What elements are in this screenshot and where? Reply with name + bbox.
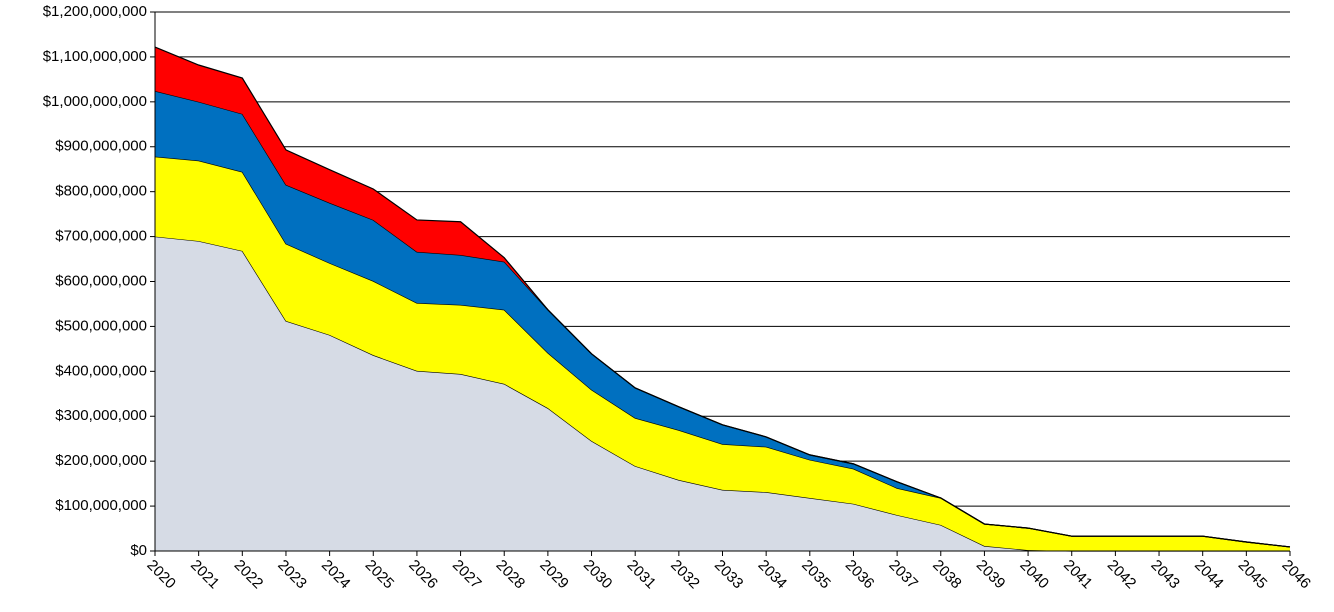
x-tick-label: 2037 — [885, 557, 921, 593]
area — [155, 236, 1290, 552]
x-tick-label: 2028 — [493, 557, 529, 593]
x-tick-label: 2025 — [362, 557, 398, 593]
y-tick-label: $100,000,000 — [55, 497, 147, 514]
x-tick-label: 2023 — [274, 557, 310, 593]
y-tick-label: $1,200,000,000 — [43, 3, 147, 20]
x-tick-label: 2021 — [187, 557, 223, 593]
y-tick-label: $0 — [130, 542, 147, 559]
area-outline — [154, 46, 1291, 548]
x-tick-label: 2040 — [1016, 557, 1052, 593]
x-tick-label: 2038 — [929, 557, 965, 593]
y-tick-label: $700,000,000 — [55, 228, 147, 245]
y-tick-label: $1,000,000,000 — [43, 93, 147, 110]
x-tick-label: 2033 — [711, 557, 747, 593]
x-tick-label: 2034 — [755, 557, 791, 593]
x-tick-label: 2039 — [973, 557, 1009, 593]
y-tick-label: $800,000,000 — [55, 183, 147, 200]
x-tick-label: 2027 — [449, 557, 485, 593]
area — [155, 156, 1290, 552]
y-tick-label: $1,100,000,000 — [43, 48, 147, 65]
y-tick-label: $900,000,000 — [55, 138, 147, 155]
x-tick-label: 2030 — [580, 557, 616, 593]
y-tick-label: $300,000,000 — [55, 407, 147, 424]
x-tick-label: 2042 — [1104, 557, 1140, 593]
x-tick-label: 2043 — [1147, 557, 1183, 593]
y-tick-label: $600,000,000 — [55, 272, 147, 289]
x-tick-label: 2020 — [143, 557, 179, 593]
x-tick-label: 2046 — [1278, 557, 1314, 593]
x-tick-label: 2044 — [1191, 557, 1227, 593]
x-tick-label: 2032 — [667, 557, 703, 593]
y-tick-label: $400,000,000 — [55, 362, 147, 379]
y-tick-label: $200,000,000 — [55, 452, 147, 469]
x-tick-label: 2029 — [536, 557, 572, 593]
x-tick-label: 2036 — [842, 557, 878, 593]
x-tick-label: 2024 — [318, 557, 354, 593]
x-tick-label: 2045 — [1235, 557, 1271, 593]
x-tick-label: 2026 — [405, 557, 441, 593]
y-tick-label: $500,000,000 — [55, 317, 147, 334]
x-tick-label: 2041 — [1060, 557, 1096, 593]
x-tick-label: 2031 — [624, 557, 660, 593]
x-tick-label: 2035 — [798, 557, 834, 593]
x-tick-label: 2022 — [231, 557, 267, 593]
